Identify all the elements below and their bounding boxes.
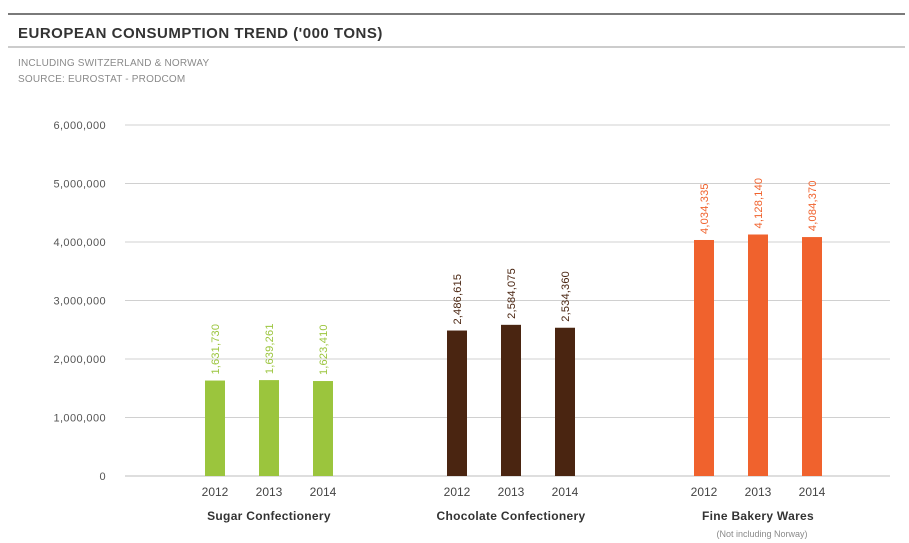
chart-title: EUROPEAN CONSUMPTION TREND ('000 TONS) — [18, 25, 383, 42]
y-tick-label: 5,000,000 — [53, 179, 106, 191]
subtitle-scope: INCLUDING SWITZERLAND & NORWAY — [18, 58, 210, 69]
x-tick-label: 2013 — [745, 485, 772, 499]
data-label: 4,034,335 — [699, 183, 711, 234]
x-tick-label: 2014 — [310, 485, 337, 499]
x-tick-label: 2012 — [444, 485, 471, 499]
bar-2-2 — [802, 237, 822, 476]
bar-1-2 — [555, 327, 575, 476]
bar-1-0 — [447, 330, 467, 476]
x-tick-label: 2014 — [552, 485, 579, 499]
x-tick-label: 2014 — [799, 485, 826, 499]
group-note: (Not including Norway) — [716, 529, 807, 539]
bar-2-1 — [748, 234, 768, 476]
bars — [205, 234, 822, 476]
x-tick-label: 2012 — [202, 485, 229, 499]
y-tick-label: 6,000,000 — [53, 120, 106, 132]
y-axis-tick-labels: 0 1,000,000 2,000,000 3,000,000 4,000,000 5,0… — [53, 120, 106, 483]
bar-0-0 — [205, 380, 225, 476]
data-label: 2,584,075 — [506, 268, 518, 319]
data-label: 4,128,140 — [753, 178, 765, 229]
y-tick-label: 1,000,000 — [53, 413, 106, 425]
group-labels: Sugar Confectionery Chocolate Confectione… — [207, 509, 814, 539]
group-label: Chocolate Confectionery — [437, 509, 586, 523]
x-tick-label: 2013 — [498, 485, 525, 499]
data-labels: 1,631,730 1,639,261 1,623,410 2,486,615 2,58… — [210, 178, 819, 375]
data-label: 1,639,261 — [264, 323, 276, 374]
data-label: 2,534,360 — [560, 271, 572, 322]
y-tick-label: 3,000,000 — [53, 296, 106, 308]
subtitle-source: SOURCE: EUROSTAT - PRODCOM — [18, 74, 185, 85]
group-label: Fine Bakery Wares — [702, 509, 814, 523]
x-tick-label: 2012 — [691, 485, 718, 499]
bar-0-1 — [259, 380, 279, 476]
data-label: 2,486,615 — [452, 274, 464, 325]
bar-1-1 — [501, 324, 521, 476]
data-label: 1,631,730 — [210, 324, 222, 375]
bar-2-0 — [694, 239, 714, 476]
bar-0-2 — [313, 381, 333, 476]
x-tick-label: 2013 — [256, 485, 283, 499]
group-label: Sugar Confectionery — [207, 509, 331, 523]
y-tick-label: 2,000,000 — [53, 354, 106, 366]
data-label: 1,623,410 — [318, 324, 330, 375]
data-label: 4,084,370 — [807, 180, 819, 231]
x-axis-tick-labels: 2012 2013 2014 2012 2013 2014 2012 2013 2014 — [202, 485, 826, 499]
y-tick-label: 0 — [99, 471, 106, 483]
y-tick-label: 4,000,000 — [53, 237, 106, 249]
